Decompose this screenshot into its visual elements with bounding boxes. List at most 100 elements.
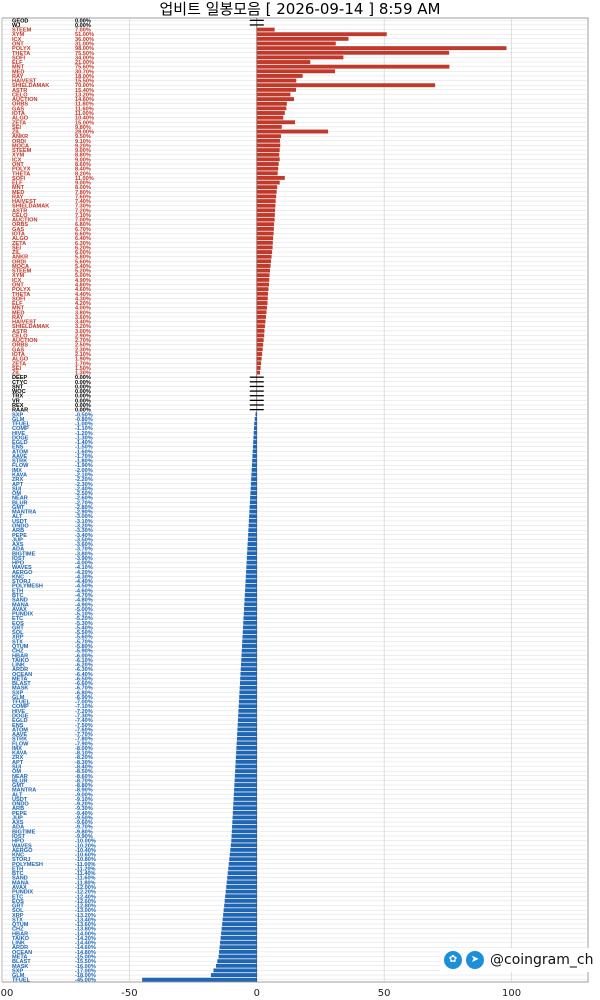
row-pct: -2.80% (75, 505, 93, 511)
bar (226, 885, 257, 889)
row-pct: -1.80% (75, 459, 93, 465)
row-label: NEAR (12, 496, 28, 502)
row-pct: 30.70% (75, 69, 94, 75)
row-label: ARDR (12, 667, 28, 673)
bar (142, 977, 257, 982)
row-label: ENS (12, 445, 24, 451)
bar (237, 722, 257, 727)
bar (226, 880, 257, 885)
row-label: ALT (12, 514, 23, 520)
bar (229, 857, 257, 862)
row-label: WAVES (12, 843, 32, 849)
row-label: USDT (12, 797, 28, 803)
row-pct: -13.80% (75, 927, 96, 933)
row-pct: -14.00% (75, 931, 96, 937)
row-pct: -8.50% (75, 769, 93, 775)
bar (256, 101, 287, 106)
row-pct: -8.00% (75, 746, 93, 752)
bar (239, 681, 257, 686)
bar (237, 718, 257, 723)
row-pct: 1.50% (75, 366, 91, 372)
row-label: PUNDIX (12, 890, 33, 896)
row-label: AUCTION (12, 218, 37, 224)
bar (256, 203, 276, 208)
row-label: COMP (12, 426, 29, 432)
row-pct: -8.70% (75, 778, 93, 784)
row-pct: -12.20% (75, 890, 96, 896)
row-label: STORJ (12, 857, 31, 863)
row-pct: -4.20% (75, 570, 93, 576)
row-label: KAVA (12, 751, 27, 757)
row-label: ICX (12, 37, 22, 43)
row-label: IMX (12, 468, 22, 474)
row-label: MANA (12, 880, 29, 886)
row-pct: 7.30% (75, 204, 91, 210)
row-label: ADA (12, 547, 24, 553)
row-pct: -8.30% (75, 760, 93, 766)
row-label: HAIVEST (12, 320, 37, 326)
row-pct: -4.10% (75, 565, 93, 571)
row-pct: 34.00% (75, 55, 94, 61)
row-pct: 0.00% (75, 375, 91, 381)
row-label: DOGE (12, 435, 29, 441)
row-pct: -5.00% (75, 607, 93, 613)
row-label: KNC (12, 574, 24, 580)
row-label: POLYX (12, 46, 31, 52)
bar (249, 505, 257, 509)
bar (224, 898, 257, 903)
row-pct: -5.60% (75, 635, 93, 641)
row-label: AERGO (12, 848, 33, 854)
x-tick-label: 50 (378, 988, 391, 999)
row-label: MOCA (12, 264, 29, 270)
row-label: BIGTIME (12, 829, 36, 835)
row-pct: -3.80% (75, 551, 93, 557)
row-label: AXS (12, 542, 24, 548)
row-pct: 9.20% (75, 143, 91, 149)
row-pct: 31.00% (75, 41, 94, 47)
bar (243, 611, 257, 616)
row-pct: 3.00% (75, 329, 91, 335)
bar (233, 796, 257, 801)
row-label: AUCTION (12, 97, 37, 103)
row-pct: -2.90% (75, 510, 93, 516)
row-pct: 0.00% (75, 23, 91, 29)
row-label: ORDI (12, 259, 26, 265)
row-pct: -10.20% (75, 843, 96, 849)
bar (248, 518, 257, 523)
row-label: TAIKO (12, 658, 30, 664)
row-pct: -4.60% (75, 588, 93, 594)
row-label: IMX (12, 746, 22, 752)
bar (230, 847, 257, 852)
row-pct: 3.20% (75, 324, 91, 330)
bar (256, 352, 263, 356)
row-label: SHIELDAMAK (12, 83, 49, 89)
row-pct: -7.50% (75, 723, 93, 729)
bar (251, 463, 257, 468)
bar (251, 477, 257, 482)
row-label: QTUM (12, 644, 29, 650)
row-label: DEEP (12, 375, 28, 381)
row-label: MASK (12, 686, 28, 692)
bar (231, 829, 257, 834)
row-pct: -13.00% (75, 908, 96, 914)
row-label: ATOM (12, 727, 28, 733)
row-pct: -7.20% (75, 709, 93, 715)
row-label: ADA (12, 825, 24, 831)
row-label: ARB (12, 528, 24, 534)
row-label: DOGE (12, 714, 29, 720)
bar (256, 236, 274, 241)
x-tick-label: -50 (121, 988, 137, 999)
row-label: XYM (12, 153, 24, 159)
bar (241, 657, 257, 662)
bar (256, 254, 272, 259)
row-pct: -10.60% (75, 853, 96, 859)
bar (256, 41, 336, 46)
bar (256, 324, 265, 329)
row-label: ORBS (12, 222, 28, 228)
row-pct: -5.80% (75, 644, 93, 650)
row-label: MNT (12, 65, 25, 71)
bar (256, 199, 276, 204)
row-pct: -6.00% (75, 653, 93, 659)
row-label: POLYX (12, 167, 31, 173)
row-pct: 4.90% (75, 278, 91, 284)
